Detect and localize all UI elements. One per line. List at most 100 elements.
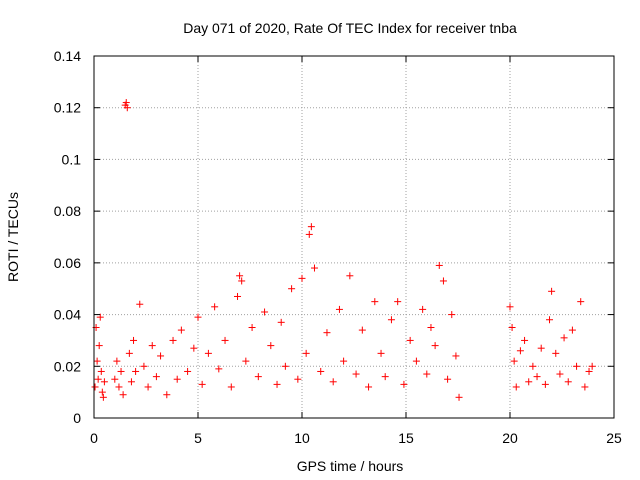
data-point (215, 365, 223, 373)
data-point (277, 318, 285, 326)
data-point (516, 347, 524, 355)
data-point (261, 308, 269, 316)
y-tick-label: 0 (73, 410, 81, 426)
data-point (254, 373, 262, 381)
data-point (111, 375, 119, 383)
data-point (568, 326, 576, 334)
data-point (267, 342, 275, 350)
y-tick-label: 0.14 (54, 48, 81, 64)
data-point (113, 357, 121, 365)
data-point (173, 375, 181, 383)
data-point (423, 370, 431, 378)
x-tick-label: 0 (90, 430, 98, 446)
data-point (358, 326, 366, 334)
data-point (302, 349, 310, 357)
x-tick-label: 10 (294, 430, 310, 446)
data-point (140, 362, 148, 370)
data-point (444, 375, 452, 383)
data-points (91, 99, 596, 401)
data-point (556, 370, 564, 378)
data-point (546, 316, 554, 324)
data-point (248, 324, 256, 331)
data-point (581, 383, 589, 391)
data-point (381, 373, 389, 381)
data-point (340, 357, 348, 365)
data-point (122, 99, 130, 107)
data-point (117, 367, 125, 375)
data-point (236, 272, 244, 280)
data-point (125, 349, 133, 357)
data-point (564, 378, 572, 386)
data-point (439, 277, 447, 285)
x-tick-label: 15 (398, 430, 414, 446)
data-point (148, 342, 156, 350)
data-point (452, 352, 460, 360)
data-point (144, 383, 152, 391)
grid-lines (94, 56, 614, 418)
data-point (525, 378, 533, 386)
data-point (169, 336, 177, 344)
data-point (427, 324, 435, 331)
data-point (298, 274, 306, 282)
x-tick-label: 5 (194, 430, 202, 446)
data-point (435, 261, 443, 269)
data-point (136, 300, 144, 308)
data-point (510, 357, 518, 365)
data-point (552, 349, 560, 357)
data-point (157, 352, 165, 360)
y-tick-label: 0.02 (54, 358, 81, 374)
data-point (455, 393, 463, 401)
data-point (273, 380, 281, 388)
data-point (198, 380, 206, 388)
data-point (506, 303, 514, 311)
data-point (387, 316, 395, 324)
data-point (352, 370, 360, 378)
data-point (307, 223, 315, 231)
data-point (323, 329, 331, 337)
y-tick-label: 0.08 (54, 203, 81, 219)
data-point (541, 380, 549, 388)
x-axis-label: GPS time / hours (297, 458, 404, 474)
data-point (242, 357, 250, 365)
y-tick-label: 0.1 (62, 151, 82, 167)
data-point (448, 311, 456, 319)
y-tick-label: 0.04 (54, 307, 81, 323)
data-point (508, 324, 516, 331)
data-point (94, 375, 102, 383)
data-point (419, 305, 427, 313)
data-point (99, 393, 107, 401)
data-point (577, 298, 585, 306)
x-axis-ticks: 0 5 10 15 20 25 (90, 56, 622, 446)
data-point (221, 336, 229, 344)
data-point (346, 272, 354, 280)
data-point (281, 362, 289, 370)
data-point (588, 362, 596, 370)
data-point (521, 336, 529, 344)
data-point (537, 344, 545, 352)
data-point (91, 383, 99, 391)
data-point (317, 367, 325, 375)
data-point (194, 313, 202, 321)
data-point (130, 336, 138, 344)
data-point (394, 298, 402, 306)
data-point (560, 334, 568, 342)
data-point (132, 367, 140, 375)
data-point (119, 391, 127, 399)
data-point (95, 342, 103, 350)
data-point (377, 349, 385, 357)
data-point (400, 380, 408, 388)
data-point (184, 367, 192, 375)
data-point (204, 349, 212, 357)
chart-title: Day 071 of 2020, Rate Of TEC Index for r… (183, 20, 517, 36)
data-point (548, 287, 556, 295)
data-point (305, 230, 313, 238)
data-point (335, 305, 343, 313)
data-point (190, 344, 198, 352)
data-point (288, 285, 296, 293)
y-axis-label: ROTI / TECUs (5, 192, 21, 282)
data-point (227, 383, 235, 391)
data-point (585, 367, 593, 375)
data-point (127, 378, 135, 386)
y-axis-ticks: 0 0.02 0.04 0.06 0.08 0.1 0.12 0.14 (54, 48, 614, 426)
